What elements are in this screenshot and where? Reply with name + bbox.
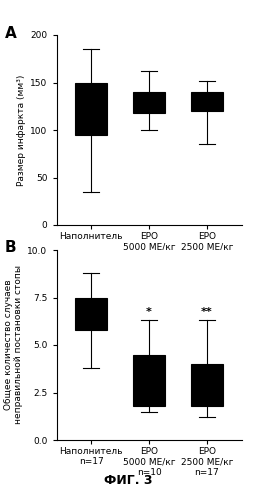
PathPatch shape <box>191 92 223 111</box>
PathPatch shape <box>75 82 107 134</box>
Y-axis label: Общее количество случаев
неправильной постановки стопы: Общее количество случаев неправильной по… <box>4 266 23 424</box>
Text: A: A <box>5 26 16 40</box>
PathPatch shape <box>133 354 165 406</box>
Y-axis label: Размер инфаркта (мм³): Размер инфаркта (мм³) <box>17 74 26 186</box>
Text: *: * <box>146 306 152 316</box>
PathPatch shape <box>133 92 165 113</box>
PathPatch shape <box>191 364 223 406</box>
PathPatch shape <box>75 298 107 330</box>
Text: ФИГ. 3: ФИГ. 3 <box>104 474 153 488</box>
Text: B: B <box>5 240 16 256</box>
Text: **: ** <box>201 306 213 316</box>
